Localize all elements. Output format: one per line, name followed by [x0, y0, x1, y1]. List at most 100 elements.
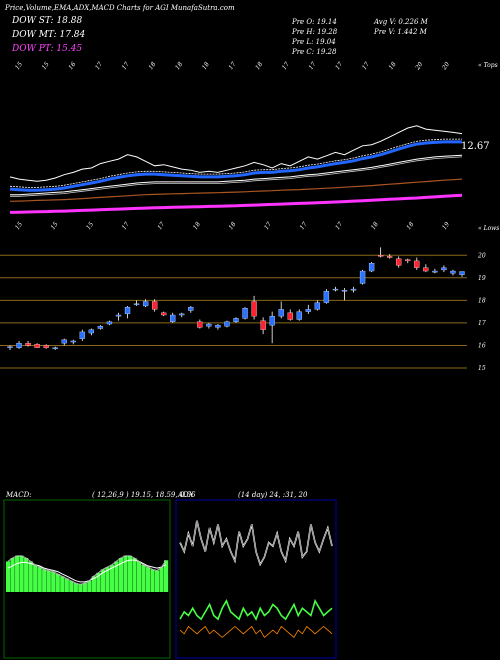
ema-bottom-date-label: 17: [121, 221, 131, 231]
ema-short-line: [9, 140, 462, 192]
macd-histogram-bar: [28, 561, 33, 592]
candle-body: [414, 260, 420, 268]
candle-body: [188, 306, 194, 311]
candle-body: [106, 321, 113, 325]
stat-avg-volume: Avg V: 0.226 M: [374, 18, 428, 26]
candle-body: [197, 321, 203, 328]
candle-body: [387, 256, 393, 258]
macd-histogram-bar: [24, 558, 29, 592]
macd-histogram-bar: [46, 570, 51, 592]
stat-prev-low: Pre L: 19.04: [292, 38, 336, 46]
ema-top-date-label: 20: [414, 61, 425, 72]
candle-body: [350, 288, 357, 291]
stat-prev-open: Pre O: 19.14: [292, 18, 337, 26]
candle-body: [441, 267, 447, 271]
adx-params: (14 day) 24, :31, 20: [238, 491, 308, 499]
candle-body: [377, 255, 384, 257]
candle-body: [359, 270, 366, 284]
ema-bottom-date-label: 17: [156, 221, 166, 231]
candle-body: [314, 302, 321, 310]
candle-body: [133, 303, 140, 305]
macd-histogram-bar: [96, 572, 101, 592]
ema-bottom-date-label: 15: [49, 221, 59, 231]
candle-body: [88, 329, 95, 334]
ema-close-line: [9, 125, 463, 182]
macd-histogram-bar: [154, 570, 160, 592]
macd-histogram-bar: [91, 576, 96, 592]
candle-body: [16, 343, 22, 348]
ema-bottom-date-label: 18: [192, 221, 202, 231]
price-tick-label: 19: [478, 275, 486, 282]
macd-params: ( 12,26,9 ) 19.15, 18.59, 0.56: [92, 491, 196, 499]
ema-bottom-date-label: 18: [370, 221, 380, 231]
macd-histogram-bar: [51, 571, 56, 592]
candle-body: [70, 340, 76, 343]
ema-top-date-label: 17: [281, 61, 291, 71]
candle-body: [296, 311, 302, 320]
ema-bottom-date-label: 18: [227, 221, 237, 231]
candle-body: [206, 323, 212, 327]
candle-body: [423, 267, 429, 272]
ema-short-envelope: [9, 138, 462, 188]
ema-long-line: [9, 178, 463, 202]
macd-histogram-bar: [73, 583, 78, 592]
macd-line-core: [7, 555, 167, 585]
chart-title: Price,Volume,EMA,ADX,MACD Charts for AGI…: [5, 4, 235, 12]
legend-dow-mt: DOW MT: 17.84: [12, 30, 86, 40]
macd-histogram-bar: [132, 558, 137, 592]
legend-dow-st: DOW ST: 18.88: [12, 16, 83, 26]
macd-histogram-bar: [114, 561, 119, 592]
macd-histogram-bar: [78, 584, 83, 592]
price-tick-label: 18: [478, 297, 486, 304]
candle-body: [450, 270, 456, 274]
ema-top-date-label: 16: [67, 61, 77, 71]
candle-body: [97, 326, 104, 329]
ema-mid-line-lower: [10, 156, 463, 197]
candle-body: [34, 344, 40, 348]
macd-histogram-bar: [15, 555, 20, 592]
macd-histogram-bar: [136, 561, 142, 592]
ema-top-date-label: 18: [174, 61, 184, 71]
ema-last-value: 12.67: [461, 141, 490, 152]
candle-body: [332, 288, 339, 291]
adx-line-core: [179, 520, 333, 565]
macd-label: MACD:: [6, 491, 32, 499]
ema-bottom-date-label: 18: [405, 221, 415, 231]
ema-trend-line: [9, 193, 463, 214]
macd-box: [3, 499, 171, 659]
candle-body: [396, 258, 402, 266]
candle-body: [405, 259, 411, 262]
candle-body: [79, 331, 85, 339]
macd-histogram-bar: [150, 569, 155, 592]
ema-top-date-label: 18: [254, 61, 264, 71]
candle-body: [115, 314, 122, 317]
candle-body: [224, 321, 230, 327]
tops-label: « Tops: [478, 62, 498, 69]
candle-body: [269, 315, 275, 326]
candle-body: [25, 343, 31, 346]
adx-box: [175, 499, 337, 659]
ema-top-date-label: 20: [440, 61, 451, 72]
ema-top-date-label: 15: [14, 61, 24, 71]
candle-body: [242, 308, 248, 319]
ema-bottom-date-label: 17: [263, 221, 273, 231]
stat-prev-volume: Pre V: 1.442 M: [374, 28, 427, 36]
adx-plus-di-line: [179, 598, 333, 621]
candle-body: [432, 270, 438, 273]
ema-top-date-label: 18: [388, 61, 398, 71]
macd-histogram-bar: [87, 580, 92, 592]
ema-top-date-label: 17: [94, 61, 104, 71]
candle-body: [233, 318, 239, 322]
macd-histogram-bar: [159, 567, 164, 592]
macd-histogram-bar: [123, 555, 128, 592]
candle-body: [151, 301, 158, 310]
candle-body: [251, 301, 257, 317]
macd-histogram-bar: [19, 555, 24, 592]
adx-minus-di-line: [179, 625, 333, 639]
ema-bottom-date-label: 17: [334, 221, 344, 231]
ema-top-date-label: 15: [41, 61, 51, 71]
price-tick-label: 17: [478, 320, 486, 327]
macd-histogram-bar: [69, 580, 74, 592]
ema-mid-line: [10, 154, 463, 196]
candle-body: [323, 291, 330, 303]
